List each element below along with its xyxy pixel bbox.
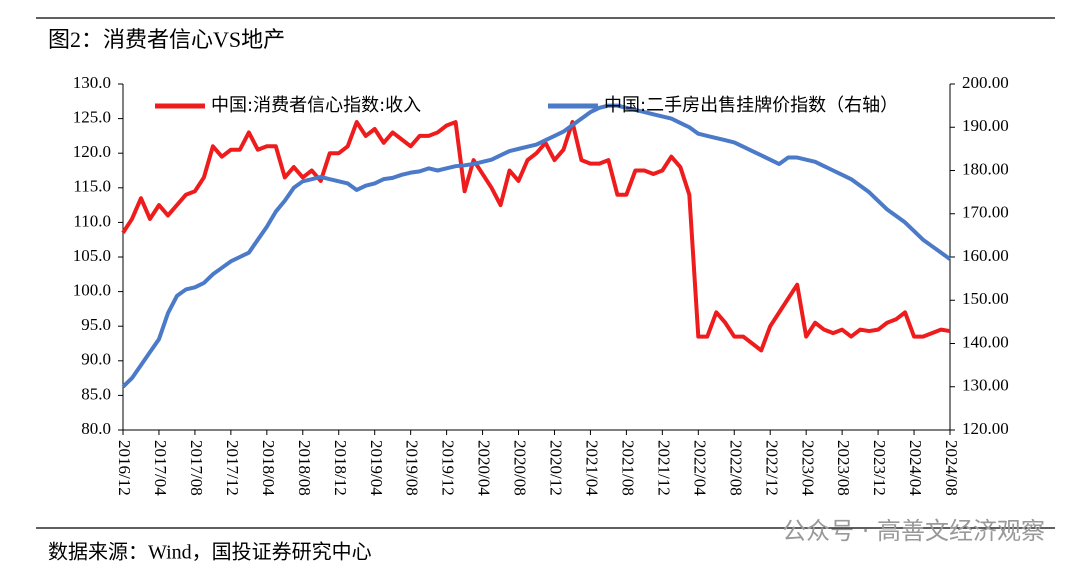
series-line: [121, 103, 952, 389]
x-tick-label: 2020/04: [475, 440, 494, 496]
x-tick-label: 2022/12: [762, 440, 781, 496]
x-tick-label: 2018/04: [259, 440, 278, 496]
x-tick-label: 2018/12: [331, 440, 350, 496]
y-tick-label: 120.0: [73, 142, 111, 161]
y2-tick-label: 140.00: [962, 332, 1009, 351]
x-tick-label: 2021/08: [618, 440, 637, 496]
x-tick-label: 2022/08: [726, 440, 745, 496]
x-tick-label: 2022/04: [690, 440, 709, 496]
x-tick-label: 2017/12: [223, 440, 242, 496]
legend-label: 中国:二手房出售挂牌价指数（右轴）: [604, 95, 898, 116]
x-tick-label: 2018/08: [295, 440, 314, 496]
x-tick-label: 2023/08: [834, 440, 853, 496]
chart-title: 图2：消费者信心VS地产: [48, 27, 285, 52]
y2-tick-label: 130.00: [962, 376, 1009, 395]
watermark: 公众号 · 高善文经济观察: [782, 517, 1045, 545]
y-tick-label: 125.0: [73, 108, 111, 127]
y-tick-label: 110.0: [73, 211, 111, 230]
x-tick-label: 2019/12: [439, 440, 458, 496]
y-tick-label: 85.0: [81, 384, 111, 403]
y2-tick-label: 200.00: [962, 73, 1009, 92]
x-tick-label: 2020/12: [547, 440, 566, 496]
y-tick-label: 115.0: [73, 177, 111, 196]
y2-tick-label: 190.00: [962, 116, 1009, 135]
x-tick-label: 2023/12: [870, 440, 889, 496]
y-tick-label: 95.0: [81, 315, 111, 334]
x-tick-label: 2017/04: [151, 440, 170, 496]
source: 数据来源：Wind，国投证券研究中心: [48, 541, 372, 564]
y2-tick-label: 150.00: [962, 289, 1009, 308]
y-tick-label: 130.0: [73, 73, 111, 92]
y2-tick-label: 120.00: [962, 419, 1009, 438]
x-tick-label: 2021/04: [583, 440, 602, 496]
y-tick-label: 100.0: [73, 281, 111, 300]
x-tick-label: 2016/12: [115, 440, 134, 496]
y2-tick-label: 170.00: [962, 203, 1009, 222]
x-tick-label: 2024/04: [906, 440, 925, 496]
y-tick-label: 80.0: [81, 419, 111, 438]
x-tick-label: 2023/04: [798, 440, 817, 496]
x-tick-label: 2020/08: [511, 440, 530, 496]
legend-label: 中国:消费者信心指数:收入: [211, 95, 421, 116]
x-tick-label: 2017/08: [187, 440, 206, 496]
y-tick-label: 90.0: [81, 350, 111, 369]
y-tick-label: 105.0: [73, 246, 111, 265]
x-tick-label: 2019/08: [403, 440, 422, 496]
x-tick-label: 2021/12: [654, 440, 673, 496]
x-tick-label: 2019/04: [367, 440, 386, 496]
x-tick-label: 2024/08: [942, 440, 961, 496]
y2-tick-label: 180.00: [962, 159, 1009, 178]
series-line: [121, 120, 951, 353]
y2-tick-label: 160.00: [962, 246, 1009, 265]
